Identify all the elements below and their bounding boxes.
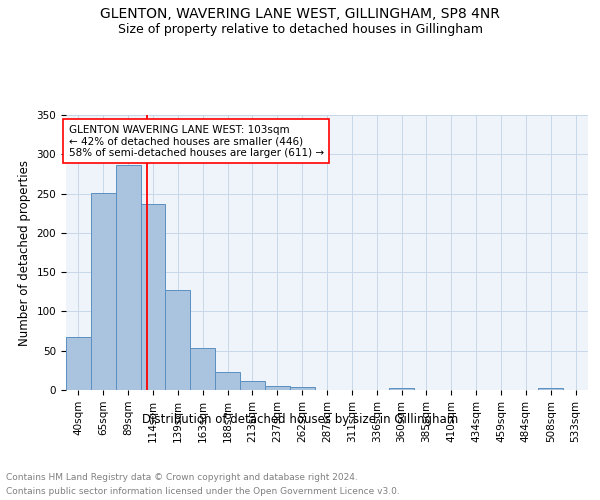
Bar: [538, 388, 563, 390]
Bar: [116, 164, 140, 390]
Y-axis label: Number of detached properties: Number of detached properties: [18, 160, 31, 346]
Text: GLENTON WAVERING LANE WEST: 103sqm
← 42% of detached houses are smaller (446)
58: GLENTON WAVERING LANE WEST: 103sqm ← 42%…: [68, 124, 324, 158]
Text: Distribution of detached houses by size in Gillingham: Distribution of detached houses by size …: [142, 412, 458, 426]
Text: Size of property relative to detached houses in Gillingham: Size of property relative to detached ho…: [118, 22, 482, 36]
Bar: [91, 193, 116, 390]
Bar: [140, 204, 166, 390]
Bar: [290, 387, 314, 390]
Bar: [215, 372, 240, 390]
Bar: [66, 336, 91, 390]
Text: Contains public sector information licensed under the Open Government Licence v3: Contains public sector information licen…: [6, 488, 400, 496]
Text: Contains HM Land Registry data © Crown copyright and database right 2024.: Contains HM Land Registry data © Crown c…: [6, 472, 358, 482]
Bar: [166, 290, 190, 390]
Text: GLENTON, WAVERING LANE WEST, GILLINGHAM, SP8 4NR: GLENTON, WAVERING LANE WEST, GILLINGHAM,…: [100, 8, 500, 22]
Bar: [240, 382, 265, 390]
Bar: [265, 386, 290, 390]
Bar: [389, 388, 414, 390]
Bar: [190, 348, 215, 390]
